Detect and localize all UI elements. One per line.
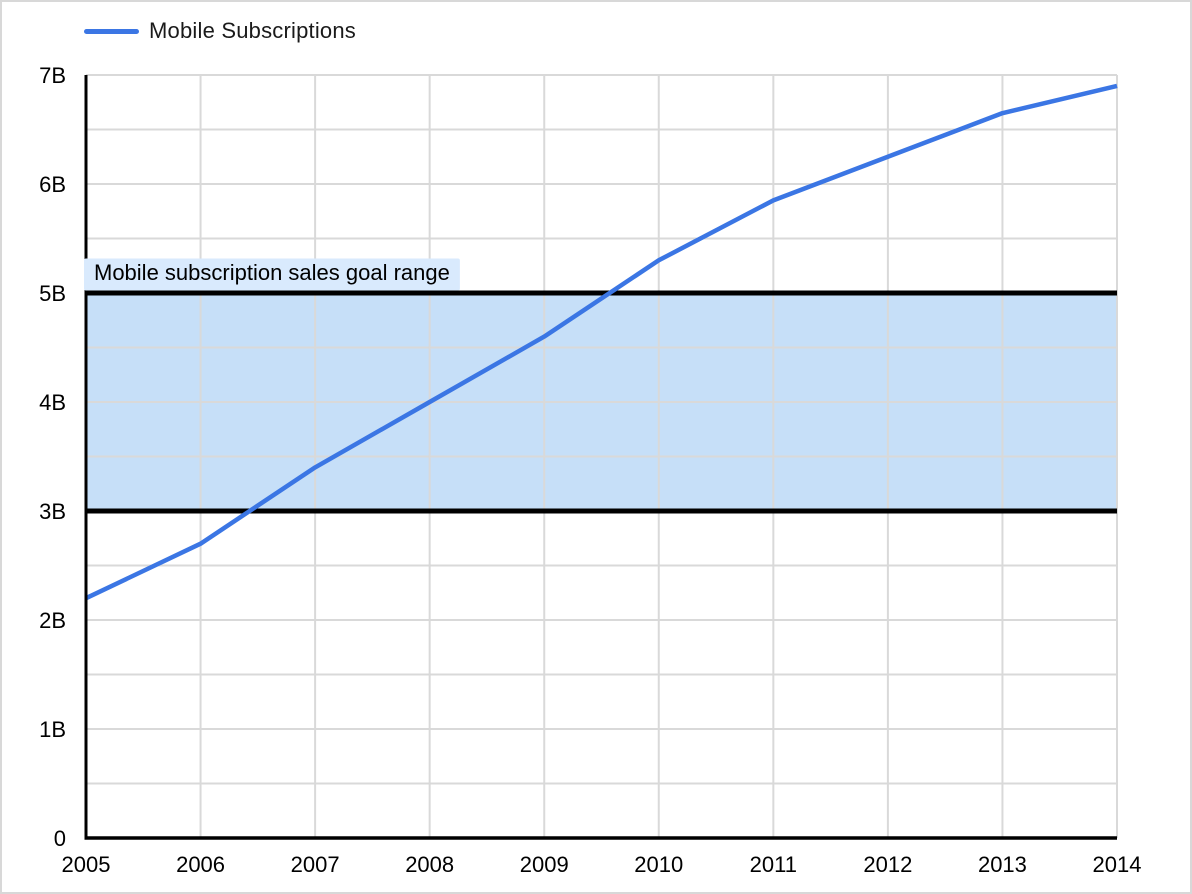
y-axis-tick-label: 2B <box>39 608 66 633</box>
x-axis-tick-label: 2014 <box>1093 852 1142 877</box>
x-axis-tick-label: 2007 <box>291 852 340 877</box>
y-axis-tick-label: 5B <box>39 281 66 306</box>
x-axis-tick-label: 2009 <box>520 852 569 877</box>
y-axis-tick-label: 6B <box>39 172 66 197</box>
series-line-mobile-subscriptions <box>85 83 1118 601</box>
y-axis-tick-label: 7B <box>39 63 66 88</box>
legend-line-swatch <box>84 28 139 34</box>
x-axis-tick-label: 2005 <box>62 852 111 877</box>
x-axis-tick-label: 2010 <box>634 852 683 877</box>
y-axis-tick-label: 0 <box>54 826 66 851</box>
goal-range-label-background <box>84 258 460 291</box>
legend: Mobile Subscriptions <box>84 18 356 44</box>
x-axis-tick-label: 2006 <box>176 852 225 877</box>
y-axis-tick-label: 1B <box>39 717 66 742</box>
x-axis-tick-label: 2008 <box>405 852 454 877</box>
y-axis-tick-label: 4B <box>39 390 66 415</box>
x-axis-tick-label: 2013 <box>978 852 1027 877</box>
y-axis-tick-label: 3B <box>39 499 66 524</box>
x-axis-tick-label: 2012 <box>863 852 912 877</box>
legend-series-label: Mobile Subscriptions <box>149 18 356 43</box>
goal-range-label: Mobile subscription sales goal range <box>94 260 450 285</box>
x-axis-tick-label: 2011 <box>750 852 797 877</box>
